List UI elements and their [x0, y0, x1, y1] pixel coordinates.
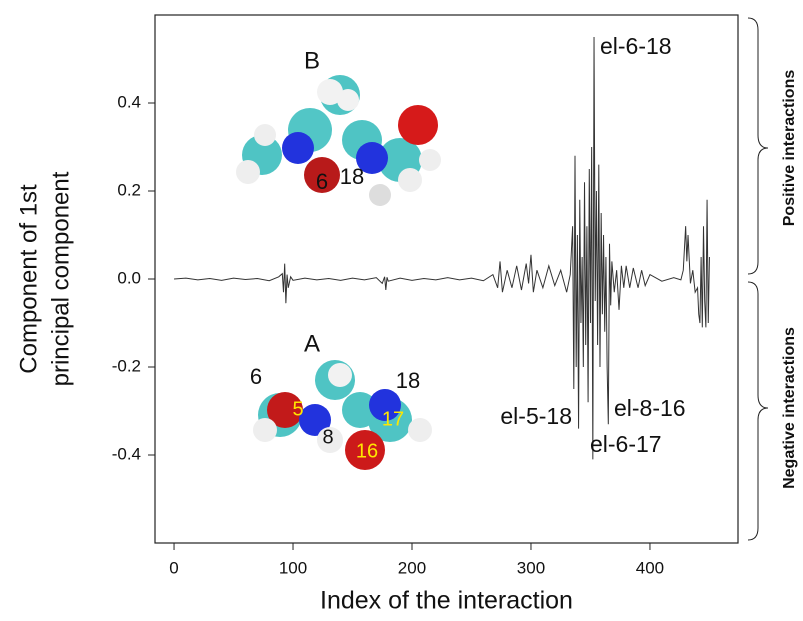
annotation: el-6-18: [600, 33, 672, 59]
molecule-a: [253, 360, 432, 470]
x-tick-label: 0: [169, 558, 178, 577]
annotation: el-6-17: [590, 431, 662, 457]
y-axis-label: Component of 1st: [15, 184, 42, 374]
x-tick-label: 300: [517, 558, 545, 577]
y-tick-label: -0.2: [112, 356, 141, 375]
y-tick-label: -0.4: [112, 444, 141, 463]
atom-label: 5: [292, 398, 303, 420]
brace-label: Positive interactions: [781, 70, 798, 227]
y-tick-label: 0.4: [117, 92, 141, 111]
atom-label: 6: [316, 169, 328, 194]
molecule-b: [236, 75, 441, 206]
x-axis-label: Index of the interaction: [320, 587, 573, 615]
atom-label: 16: [356, 440, 378, 462]
x-tick-label: 100: [279, 558, 307, 577]
y-axis-label: principal component: [47, 171, 74, 386]
atom-label: 17: [382, 408, 404, 430]
brace-positive: [747, 17, 769, 275]
atom-label: 18: [340, 164, 364, 189]
atom-label: 8: [322, 426, 333, 448]
annotation: el-8-16: [614, 395, 686, 421]
brace-negative: [747, 281, 769, 541]
data-line: [174, 36, 710, 460]
molecule-name: A: [304, 330, 320, 357]
x-tick-label: 400: [636, 558, 664, 577]
atom-label: 18: [396, 368, 420, 393]
x-tick-label: 200: [398, 558, 426, 577]
atom-label: 6: [250, 364, 262, 389]
brace-label: Negative interactions: [781, 327, 798, 489]
annotation: el-5-18: [500, 403, 572, 429]
y-tick-label: 0.2: [117, 180, 141, 199]
y-tick-label: 0.0: [117, 268, 141, 287]
molecule-name: B: [304, 47, 320, 74]
